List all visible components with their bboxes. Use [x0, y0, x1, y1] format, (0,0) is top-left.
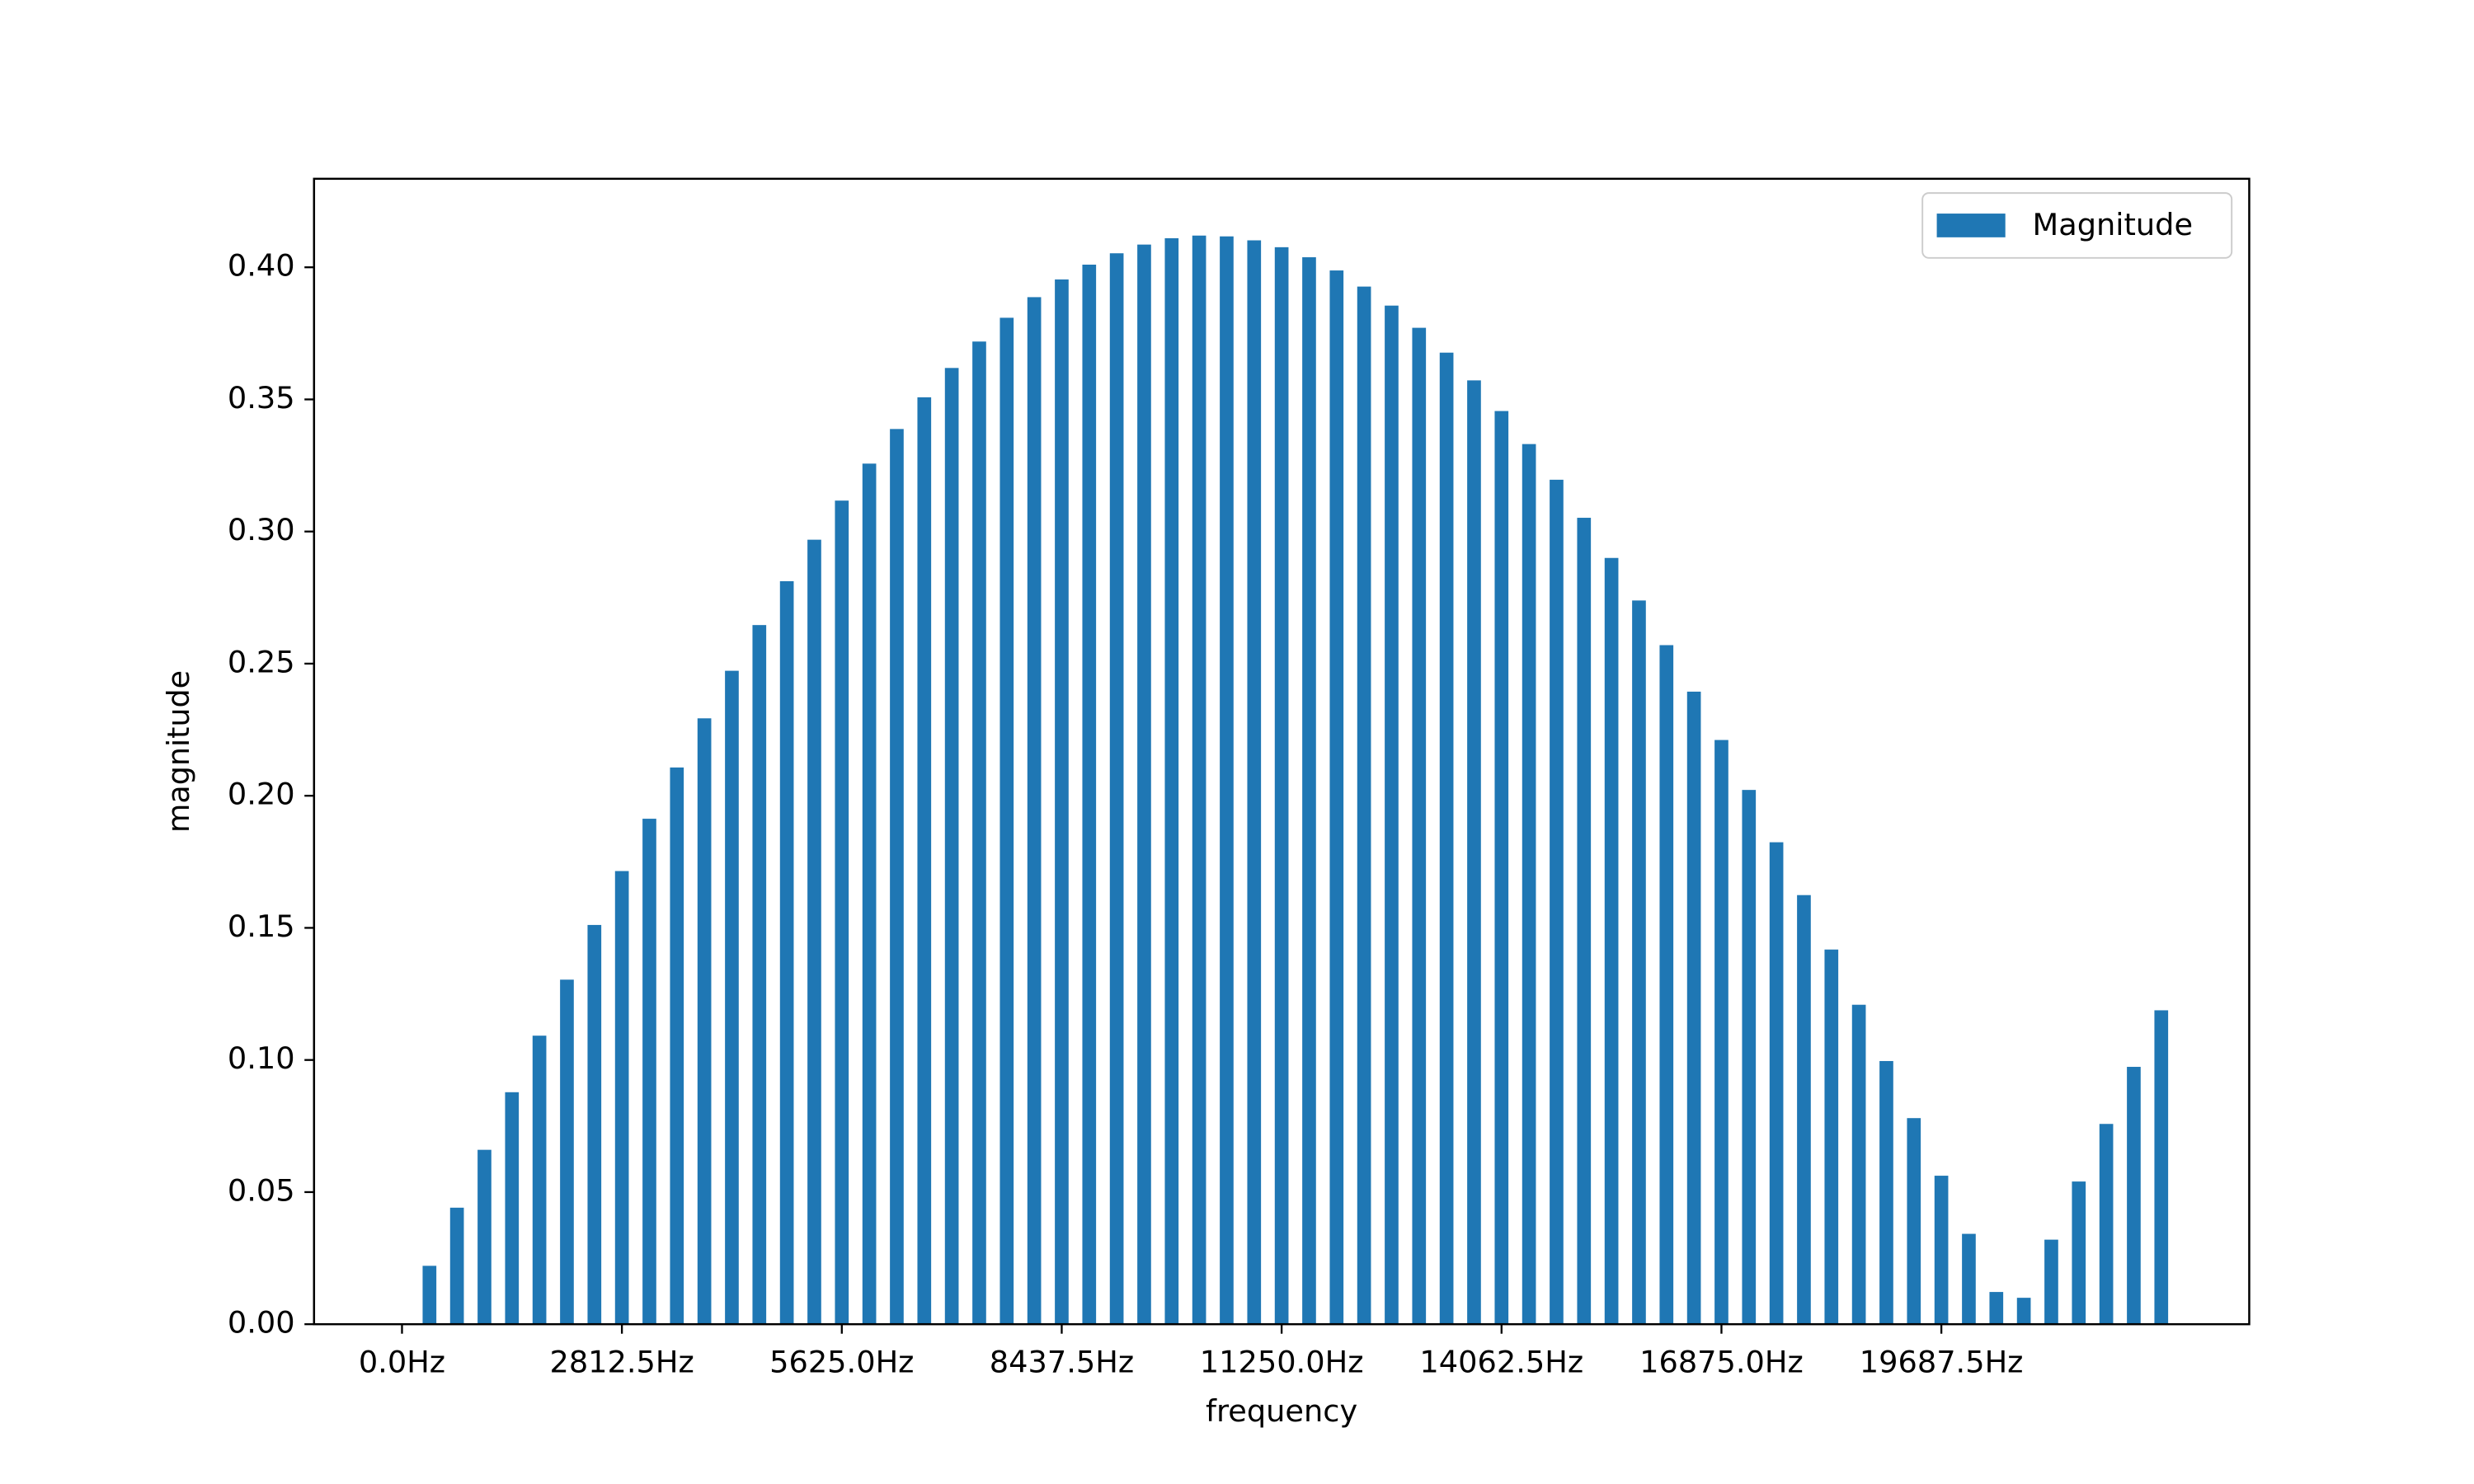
bar [972, 341, 986, 1325]
bar [1302, 257, 1316, 1325]
bar [2154, 1010, 2169, 1325]
bar [1989, 1292, 2004, 1325]
y-tick-label: 0.10 [228, 1040, 295, 1076]
bar [505, 1092, 520, 1325]
bar [1164, 237, 1179, 1325]
bar [1357, 286, 1371, 1325]
bar [477, 1149, 492, 1325]
bar [1385, 305, 1399, 1325]
bar [779, 580, 794, 1325]
bar [1851, 1004, 1866, 1325]
legend-box [1921, 192, 2233, 259]
bar [835, 500, 849, 1325]
y-tick-label: 0.20 [228, 777, 295, 812]
y-tick-label: 0.05 [228, 1173, 295, 1209]
bar [560, 979, 574, 1325]
bar [725, 670, 739, 1325]
x-tick-label: 11250.0Hz [1200, 1345, 1364, 1380]
bar [1879, 1060, 1893, 1325]
bar [1714, 740, 1729, 1325]
y-axis-label: magnitude [161, 670, 196, 833]
bar [532, 1036, 547, 1325]
bar [422, 1266, 437, 1325]
bar [1220, 236, 1234, 1325]
bar [2016, 1298, 2031, 1325]
bar [1439, 352, 1454, 1325]
y-tick-label: 0.00 [228, 1305, 295, 1341]
bar [752, 625, 767, 1325]
bar [1274, 247, 1289, 1325]
y-tick-label: 0.25 [228, 645, 295, 680]
bar [1686, 691, 1701, 1325]
bar [1577, 518, 1592, 1325]
bar [1824, 949, 1839, 1325]
bar [1962, 1233, 1976, 1325]
legend-label: Magnitude [2033, 207, 2194, 242]
bar [1494, 411, 1509, 1325]
y-tick-label: 0.40 [228, 248, 295, 284]
bar [944, 368, 959, 1325]
bar [1934, 1176, 1949, 1325]
bar [917, 397, 932, 1325]
bar [449, 1207, 464, 1325]
x-tick-label: 19687.5Hz [1860, 1345, 2024, 1380]
bar [1632, 600, 1646, 1325]
bar [2127, 1067, 2141, 1325]
bar [1192, 235, 1206, 1325]
x-axis-label: frequency [1206, 1393, 1357, 1429]
bar [862, 463, 877, 1325]
bar [1467, 380, 1481, 1325]
plot-area [422, 235, 2169, 1325]
bar [1522, 444, 1536, 1325]
bar [2044, 1239, 2058, 1325]
bar [587, 924, 602, 1325]
bar [1247, 240, 1262, 1325]
bar [1604, 557, 1619, 1325]
bar [1027, 297, 1042, 1325]
bar [1907, 1118, 1921, 1325]
x-tick-label: 0.0Hz [359, 1345, 445, 1380]
x-tick-label: 8437.5Hz [990, 1345, 1134, 1380]
bar [807, 539, 821, 1325]
bar [2072, 1181, 2086, 1325]
bar [1082, 265, 1097, 1325]
x-tick-label: 16875.0Hz [1639, 1345, 1804, 1380]
bar [1659, 645, 1674, 1325]
bar [1109, 253, 1124, 1325]
bar [1137, 244, 1151, 1325]
bar [1412, 327, 1427, 1325]
bar [1742, 790, 1757, 1325]
x-tick-label: 2812.5Hz [549, 1345, 694, 1380]
bar [999, 317, 1014, 1325]
bar [614, 871, 629, 1325]
x-tick-label: 14062.5Hz [1419, 1345, 1583, 1380]
y-tick-label: 0.30 [228, 512, 295, 547]
bar [1329, 270, 1344, 1325]
bar [1550, 479, 1564, 1325]
bar [642, 819, 656, 1325]
bar [1797, 895, 1811, 1325]
bar [670, 767, 684, 1325]
x-tick-label: 5625.0Hz [769, 1345, 914, 1380]
bar [2099, 1124, 2114, 1325]
y-tick-label: 0.15 [228, 909, 295, 944]
bar [890, 429, 904, 1325]
y-tick-label: 0.35 [228, 380, 295, 416]
bar [697, 718, 712, 1325]
bar [1055, 279, 1069, 1325]
bar [1769, 842, 1784, 1325]
legend-swatch [1936, 214, 2006, 237]
